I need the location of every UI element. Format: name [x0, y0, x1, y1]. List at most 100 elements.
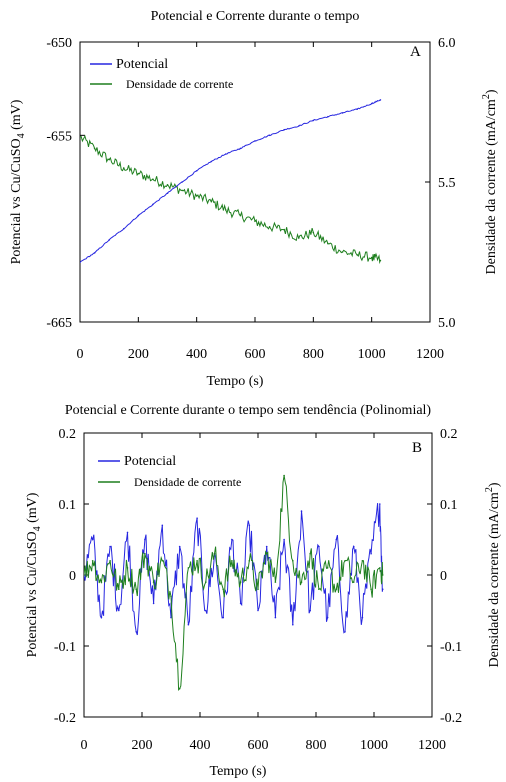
y-right-tick-label: 0.2 — [440, 427, 458, 442]
data-point — [239, 602, 242, 605]
data-point — [231, 538, 233, 541]
data-point — [265, 545, 268, 548]
data-point — [144, 552, 146, 555]
x-tick-label: 400 — [190, 738, 211, 753]
x-tick-label: 0 — [77, 347, 84, 362]
data-point — [195, 195, 198, 197]
data-point — [213, 552, 216, 555]
data-point — [210, 160, 213, 163]
data-point — [300, 581, 303, 583]
data-point — [379, 503, 381, 505]
series-line-potencial — [84, 503, 384, 636]
data-point — [137, 214, 140, 217]
data-point — [381, 574, 384, 576]
y-left-tick-label: -0.2 — [54, 711, 76, 726]
data-point — [225, 209, 227, 211]
legend-label: Potencial — [124, 454, 176, 469]
data-point — [239, 214, 242, 217]
data-point — [283, 474, 285, 477]
y-right-tick-label: -0.2 — [440, 711, 462, 726]
data-point — [356, 108, 358, 110]
data-point — [352, 545, 355, 548]
data-point — [222, 616, 224, 619]
data-point — [222, 588, 224, 590]
x-tick-label: 800 — [303, 347, 324, 362]
x-tick-label: 600 — [245, 347, 266, 362]
y-left-tick-label: 0.1 — [59, 498, 77, 513]
data-point — [298, 125, 300, 127]
data-point — [161, 560, 164, 562]
series-line-densidade — [80, 134, 381, 265]
data-point — [181, 181, 183, 183]
y-right-axis-label: Densidade da corrente (mA/cm2) — [484, 482, 502, 667]
data-point — [326, 567, 329, 569]
x-tick-label: 1200 — [416, 347, 444, 362]
data-point — [178, 687, 181, 690]
data-point — [195, 170, 198, 172]
data-point — [80, 261, 81, 264]
data-point — [166, 184, 169, 186]
y-left-tick-label: -0.1 — [54, 640, 76, 655]
y-left-tick-label: -655 — [46, 129, 72, 144]
data-point — [370, 588, 372, 590]
data-point — [344, 560, 346, 562]
data-point — [300, 510, 303, 512]
legend-label: Densidade de corrente — [126, 77, 233, 91]
x-tick-label: 1200 — [418, 738, 446, 753]
x-tick-label: 600 — [248, 738, 269, 753]
chart-title: Potencial e Corrente durante o tempo sem… — [65, 403, 432, 418]
data-point — [257, 588, 259, 590]
data-point — [379, 99, 382, 101]
y-left-tick-label: 0 — [69, 569, 76, 584]
data-point — [283, 538, 285, 541]
data-point — [379, 259, 382, 262]
data-point — [381, 588, 384, 590]
data-point — [108, 158, 110, 161]
data-point — [108, 239, 110, 241]
data-point — [109, 560, 111, 562]
data-point — [257, 609, 259, 612]
data-point — [268, 134, 271, 137]
data-point — [93, 147, 96, 150]
data-point — [239, 147, 242, 150]
data-point — [370, 102, 373, 105]
data-point — [205, 581, 207, 583]
data-point — [292, 623, 294, 626]
data-point — [118, 609, 120, 612]
data-point — [361, 616, 364, 619]
data-point — [335, 588, 338, 590]
data-point — [231, 560, 233, 562]
legend-label: Densidade de corrente — [134, 475, 241, 489]
x-tick-label: 800 — [306, 738, 327, 753]
data-point — [341, 251, 344, 253]
data-point — [309, 552, 312, 555]
x-tick-label: 1000 — [358, 347, 386, 362]
data-point — [326, 616, 329, 619]
data-point — [135, 588, 137, 590]
data-point — [144, 538, 146, 541]
data-point — [327, 242, 329, 245]
y-left-tick-label: -665 — [46, 316, 72, 331]
data-point — [268, 226, 271, 228]
y-left-tick-label: -650 — [46, 36, 72, 51]
x-tick-label: 400 — [186, 347, 207, 362]
chart-panel-B: Potencial e Corrente durante o tempo sem… — [25, 403, 502, 779]
data-point — [292, 560, 294, 562]
y-right-tick-label: -0.1 — [440, 640, 462, 655]
data-point — [341, 112, 344, 114]
data-point — [161, 524, 164, 527]
data-point — [152, 178, 154, 180]
data-point — [370, 552, 372, 555]
data-point — [344, 631, 346, 633]
data-point — [318, 588, 320, 590]
data-point — [126, 567, 129, 569]
y-right-tick-label: 5.5 — [438, 176, 456, 191]
data-point — [248, 524, 251, 527]
data-point — [210, 200, 213, 203]
x-axis-label: Tempo (s) — [207, 374, 264, 389]
data-point — [118, 588, 120, 590]
data-point — [170, 616, 172, 619]
y-right-tick-label: 5.0 — [438, 316, 456, 331]
data-point — [370, 256, 373, 259]
